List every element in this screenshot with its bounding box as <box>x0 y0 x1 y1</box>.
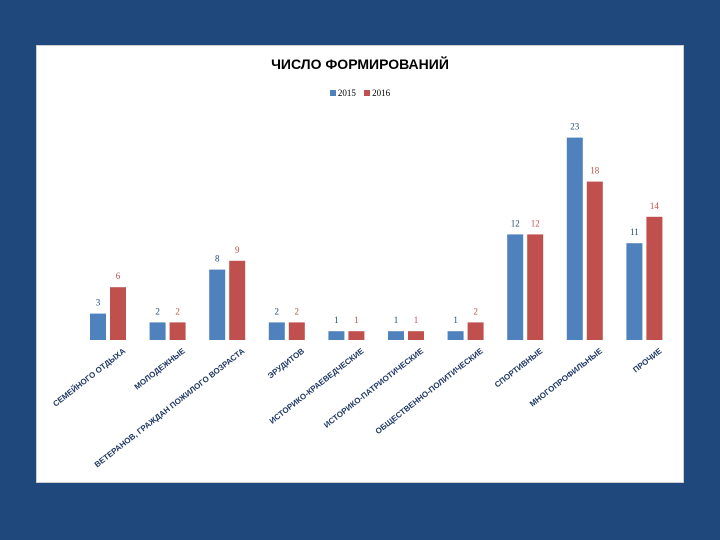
category-label-0: СЕМЕЙНОГО ОТДЫХА <box>51 346 127 408</box>
category-label-1: МОЛОДЕЖНЫЕ <box>133 346 188 391</box>
data-label-2015-9: 11 <box>630 227 639 237</box>
bar-2015-6 <box>447 331 464 340</box>
bar-2015-3 <box>268 322 285 340</box>
category-label-4: ИСТОРИКО-КРАЕВЕДЧЕСКИЕ <box>268 346 366 426</box>
data-label-2016-5: 1 <box>414 315 419 325</box>
data-label-2016-9: 14 <box>650 201 660 211</box>
legend-item-2016: 2016 <box>364 88 390 98</box>
bar-2016-5 <box>408 331 424 340</box>
bar-2016-9 <box>646 216 663 340</box>
data-label-2015-1: 2 <box>155 306 160 316</box>
data-label-2016-2: 9 <box>235 245 240 255</box>
legend-item-2015: 2015 <box>329 88 356 98</box>
bar-2016-6 <box>467 322 484 340</box>
category-label-9: ПРОЧИЕ <box>631 346 664 374</box>
data-label-2015-6: 1 <box>453 315 458 325</box>
bar-2015-8 <box>566 137 583 340</box>
bar-2015-5 <box>388 331 404 340</box>
bar-2016-2 <box>229 260 246 340</box>
bar-2015-1 <box>149 322 166 340</box>
legend-label-2015: 2015 <box>337 88 356 98</box>
chart-panel: ЧИСЛО ФОРМИРОВАНИЙ 2015 2016 3 6 СЕМЕЙНОГО… <box>36 45 684 483</box>
data-label-2015-8: 23 <box>570 122 580 132</box>
bar-2016-1 <box>169 322 186 340</box>
bar-2015-7 <box>507 234 524 340</box>
data-label-2015-2: 8 <box>215 254 220 264</box>
legend-label-2016: 2016 <box>372 88 391 98</box>
chart-legend: 2015 2016 <box>37 88 683 98</box>
category-label-3: ЭРУДИТОВ <box>266 346 306 380</box>
bar-2016-3 <box>288 322 305 340</box>
data-label-2015-3: 2 <box>275 306 280 316</box>
category-label-5: ИСТОРИКО-ПАТРИОТИЧЕСКИЕ <box>322 346 426 430</box>
category-label-6: ОБЩЕСТВЕННО-ПОЛИТИЧЕСКИЕ <box>374 346 486 436</box>
data-label-2015-7: 12 <box>511 218 520 228</box>
data-label-2016-0: 6 <box>116 271 121 281</box>
category-label-7: СПОРТИВНЫЕ <box>493 346 545 389</box>
data-label-2016-1: 2 <box>175 306 180 316</box>
data-label-2016-3: 2 <box>295 306 300 316</box>
data-label-2016-4: 1 <box>354 315 359 325</box>
data-label-2015-0: 3 <box>96 298 101 308</box>
bar-2015-4 <box>328 331 345 340</box>
chart-title: ЧИСЛО ФОРМИРОВАНИЙ <box>271 56 449 72</box>
data-label-2016-7: 12 <box>531 218 540 228</box>
legend-swatch-2016 <box>364 90 371 96</box>
bar-2016-0 <box>110 287 126 340</box>
bar-2015-2 <box>209 269 226 340</box>
data-label-2016-6: 2 <box>473 306 478 316</box>
bar-2015-0 <box>90 313 106 340</box>
bar-2016-8 <box>586 181 603 340</box>
bar-2016-7 <box>527 234 544 340</box>
legend-swatch-2015 <box>329 90 336 96</box>
data-label-2015-5: 1 <box>394 315 399 325</box>
data-label-2015-4: 1 <box>334 315 339 325</box>
bar-2016-4 <box>348 331 365 340</box>
bar-2015-9 <box>626 243 643 340</box>
data-label-2016-8: 18 <box>590 166 600 176</box>
